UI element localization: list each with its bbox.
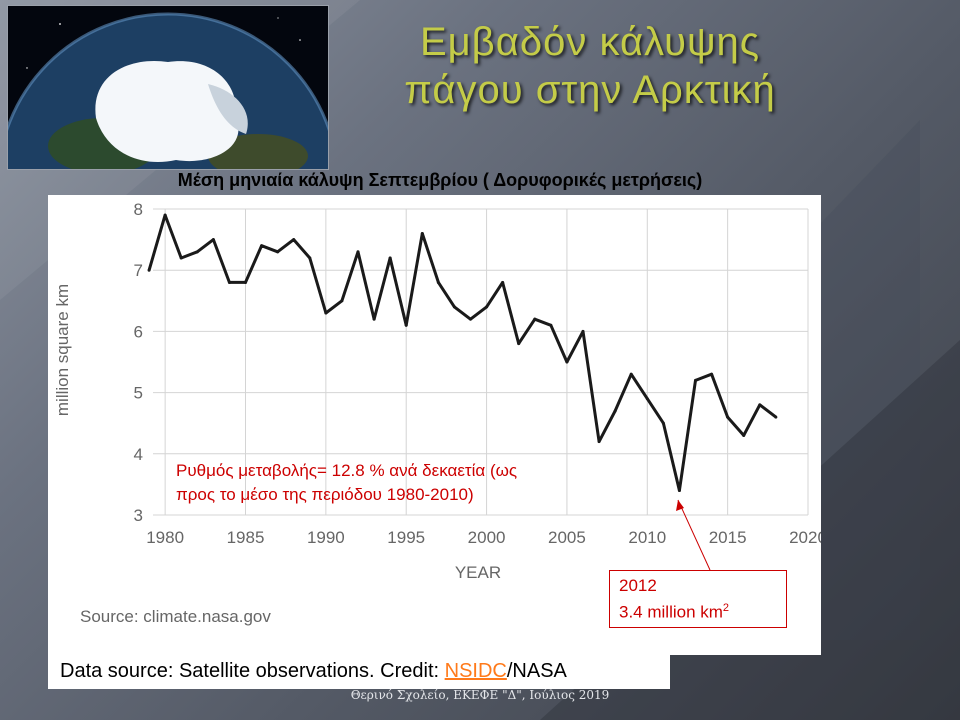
x-tick-label: 1980 [146,528,184,547]
x-tick-label: 2015 [709,528,747,547]
x-tick-label: 2010 [628,528,666,547]
data-point [710,372,714,376]
y-tick-labels: 3 4 5 6 7 8 [134,200,143,525]
x-tick-label: 2000 [468,528,506,547]
chart-title: Μέση μηνιαία κάλυψη Σεπτεμβρίου ( Δορυφο… [177,170,703,190]
data-point [372,317,376,321]
chart-source: Source: climate.nasa.gov [80,607,271,626]
data-point [613,409,617,413]
data-point [597,440,601,444]
x-tick-label: 1990 [307,528,345,547]
title-line-2: πάγου στην Αρκτική [404,68,776,112]
data-point [677,489,681,493]
data-point [485,305,489,309]
y-tick-label: 5 [134,384,143,403]
callout-year: 2012 [619,576,657,595]
data-point [469,317,472,321]
data-point [388,256,392,260]
data-point [436,280,440,284]
y-tick-label: 3 [134,506,143,525]
data-point [211,238,215,242]
credit-bar: Data source: Satellite observations. Cre… [0,655,960,691]
y-tick-label: 4 [134,445,143,464]
y-axis-label: million square km [53,284,72,416]
data-points [147,213,778,493]
x-tick-label: 2005 [548,528,586,547]
data-point [581,329,585,333]
data-point [163,213,167,217]
trend-annotation: Ρυθμός μεταβολής= 12.8 % ανά δεκαετία (ω… [176,459,517,507]
annotation-line-1: Ρυθμός μεταβολής= 12.8 % ανά δεκαετία (ω… [176,461,518,480]
callout-superscript: 2 [722,602,730,614]
data-point [645,397,649,401]
title-line-1: Εμβαδόν κάλυψης [419,20,761,64]
data-point [147,268,151,272]
nsidc-link[interactable]: NSIDC [444,660,507,682]
series-line [147,213,777,492]
credit-prefix: Data source: Satellite observations. Cre… [60,660,445,682]
x-tick-label: 2020 [789,528,821,547]
annotation-line-2: προς το μέσο της περιόδου 1980-2010) [176,485,474,504]
credit-suffix: /NASA [506,660,567,682]
callout-arrow [677,499,711,571]
ice-extent-line-chart: 3 4 5 6 7 8 1980 1985 1990 1995 2000 2005 2010 2015 2… [53,200,821,582]
arctic-globe-image [7,5,329,170]
data-point [356,250,360,254]
data-point [452,305,456,309]
data-point [404,323,408,327]
minimum-callout: 2012 3.4 million km2 [609,570,787,628]
x-axis-label: YEAR [455,563,501,582]
data-point [308,256,312,260]
data-point [501,280,505,284]
data-point [549,323,553,327]
data-point [774,415,778,419]
x-tick-label: 1985 [227,528,265,547]
y-tick-label: 6 [134,322,143,341]
x-tick-label: 1995 [387,528,425,547]
callout-arrowhead [676,500,684,511]
credit-text: Data source: Satellite observations. Cre… [60,660,567,683]
data-point [227,280,231,284]
credit-background [48,655,670,689]
grid-lines [153,208,809,516]
slide-title: Εμβαδόν κάλυψης πάγου στην Αρκτική [360,18,820,114]
data-point [726,415,730,419]
data-point [758,403,762,407]
data-point [179,256,183,260]
data-point [195,250,199,254]
data-point [244,280,247,284]
x-tick-labels: 1980 1985 1990 1995 2000 2005 2010 2015 2020 [146,528,821,547]
data-point [629,372,633,376]
y-tick-label: 8 [134,200,143,219]
data-point [517,342,521,346]
data-point [276,250,280,254]
data-point [260,244,264,248]
callout-value-line: 3.4 million km2 [619,597,786,624]
data-point [324,311,328,315]
data-point [533,317,537,321]
data-point [742,433,746,437]
data-point [565,360,569,364]
data-point [292,238,296,242]
data-point [340,299,344,303]
data-point [420,231,424,235]
data-point [661,421,665,425]
footer-text: Θερινό Σχολείο, ΕΚΕΦΕ "Δ", Ιούλιος 2019 [350,688,610,702]
arctic-globe-icon [8,12,328,169]
callout-value: 3.4 million km [619,602,723,622]
y-tick-label: 7 [134,261,143,280]
data-point [694,378,697,382]
